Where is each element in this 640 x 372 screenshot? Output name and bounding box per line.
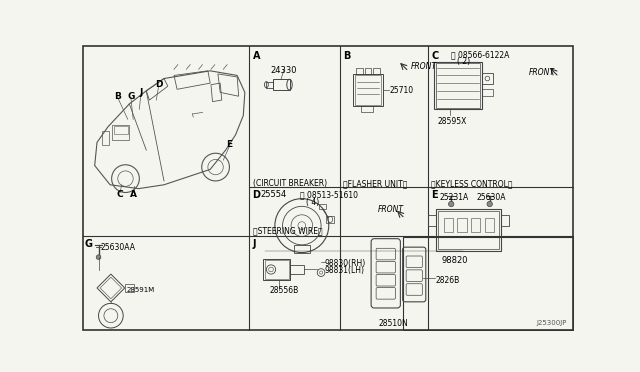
Text: A: A xyxy=(253,51,260,61)
Bar xyxy=(365,68,371,74)
Text: 25630A: 25630A xyxy=(477,193,506,202)
Bar xyxy=(355,76,381,105)
Text: 25710: 25710 xyxy=(390,86,413,94)
Bar xyxy=(435,62,482,109)
Bar xyxy=(428,215,436,225)
Bar xyxy=(319,204,326,209)
Text: G: G xyxy=(127,92,134,101)
Text: J: J xyxy=(140,88,143,97)
Text: 28556B: 28556B xyxy=(269,286,299,295)
Bar xyxy=(471,218,481,232)
Text: D: D xyxy=(155,80,163,89)
Bar xyxy=(482,89,493,96)
Bar xyxy=(125,284,134,292)
Text: 2826B: 2826B xyxy=(436,276,460,285)
Bar xyxy=(403,237,573,330)
Bar xyxy=(113,125,129,140)
Bar xyxy=(266,81,273,88)
Text: FRONT: FRONT xyxy=(529,68,555,77)
Bar xyxy=(263,259,291,280)
Text: J: J xyxy=(253,239,256,248)
Text: 25231A: 25231A xyxy=(440,193,469,202)
Circle shape xyxy=(449,201,454,207)
Bar xyxy=(294,245,310,253)
Text: 98820: 98820 xyxy=(442,256,468,265)
Text: 28595X: 28595X xyxy=(437,117,467,126)
Text: 〈STEERING WIRE〉: 〈STEERING WIRE〉 xyxy=(253,226,322,235)
Text: 98831(LH): 98831(LH) xyxy=(325,266,365,275)
Text: ( 4): ( 4) xyxy=(306,198,319,207)
Text: 98830(RH): 98830(RH) xyxy=(325,259,366,268)
Bar xyxy=(436,209,501,251)
Text: B: B xyxy=(342,51,350,61)
Text: (CIRCUIT BREAKER): (CIRCUIT BREAKER) xyxy=(253,179,326,188)
Text: 28510N: 28510N xyxy=(378,319,408,328)
Text: C: C xyxy=(116,189,124,199)
Bar xyxy=(485,218,494,232)
Text: B: B xyxy=(115,92,121,101)
Text: E: E xyxy=(431,190,438,200)
Bar xyxy=(326,217,334,222)
Bar xyxy=(265,260,289,279)
Text: FRONT: FRONT xyxy=(378,205,403,214)
Bar xyxy=(114,126,128,134)
Bar xyxy=(361,106,373,112)
Text: E: E xyxy=(227,140,232,149)
Text: Ⓢ 08566-6122A: Ⓢ 08566-6122A xyxy=(451,51,509,60)
Text: FRONT: FRONT xyxy=(411,62,437,71)
Text: Ⓢ 08513-51610: Ⓢ 08513-51610 xyxy=(300,190,358,199)
Text: 25630AA: 25630AA xyxy=(101,243,136,252)
Bar xyxy=(458,218,467,232)
Text: D: D xyxy=(253,190,260,200)
Bar xyxy=(438,211,499,249)
Bar xyxy=(436,63,481,108)
Text: J25300JP: J25300JP xyxy=(536,320,566,327)
Bar xyxy=(273,79,289,90)
Text: 〈KEYLESS CONTROL〉: 〈KEYLESS CONTROL〉 xyxy=(431,179,513,188)
Text: A: A xyxy=(130,189,137,199)
Bar xyxy=(373,68,380,74)
Bar xyxy=(501,215,509,225)
Bar xyxy=(291,265,304,274)
Bar xyxy=(353,74,383,106)
Text: ( 2): ( 2) xyxy=(458,57,470,66)
Circle shape xyxy=(96,255,101,260)
Bar xyxy=(482,73,493,84)
Bar xyxy=(102,131,109,145)
Bar xyxy=(444,218,452,232)
Text: C: C xyxy=(431,51,438,61)
Circle shape xyxy=(487,201,492,207)
Text: G: G xyxy=(84,239,93,248)
Text: 〈FLASHER UNIT〉: 〈FLASHER UNIT〉 xyxy=(342,179,407,188)
Text: 28591M: 28591M xyxy=(126,286,154,292)
Text: 24330: 24330 xyxy=(271,66,298,75)
Text: 25554: 25554 xyxy=(260,190,287,199)
Bar xyxy=(356,68,363,74)
